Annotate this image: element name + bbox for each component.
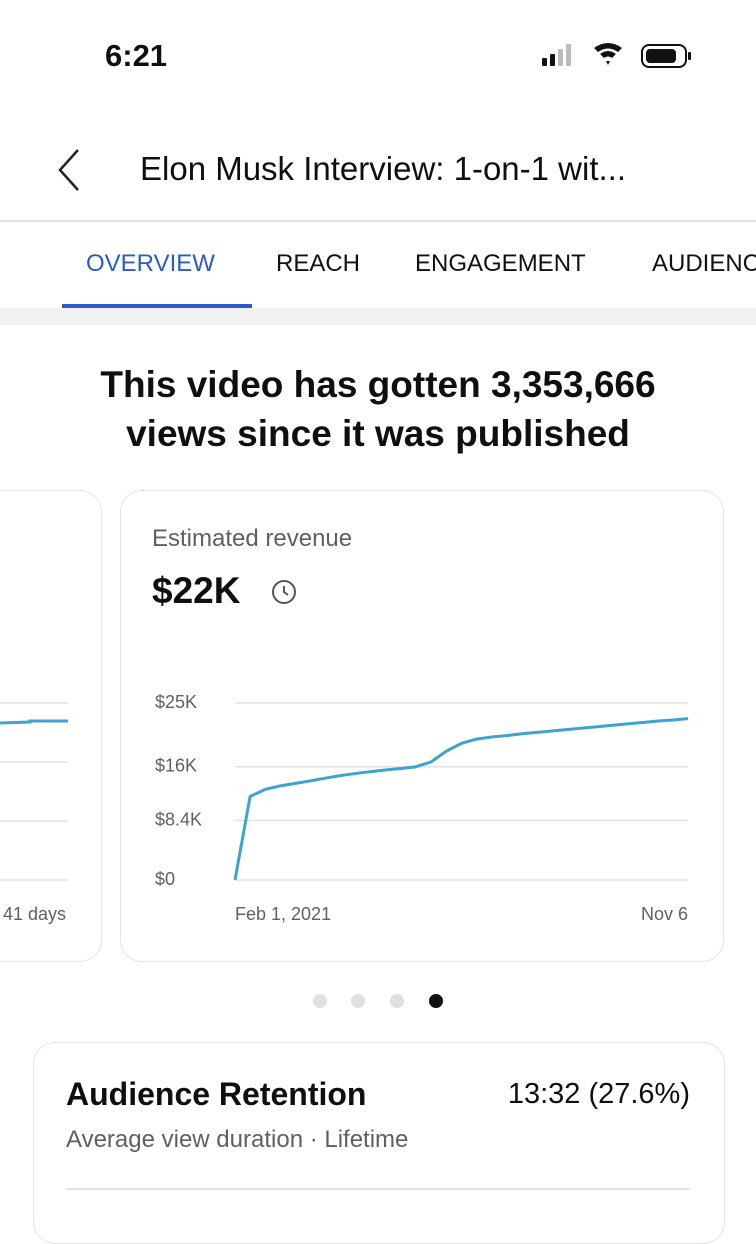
status-time: 6:21 bbox=[105, 38, 168, 73]
chart: 41 days $0 $8.4K $16K $25K Feb 1, 2021 Nov 6 bbox=[0, 692, 689, 1008]
card-value: 13:32 (27.6%) bbox=[507, 1078, 690, 1110]
card-subtitle: Average view duration · Lifetime bbox=[66, 1126, 409, 1153]
status-icons bbox=[542, 43, 691, 68]
revenue-card[interactable] bbox=[120, 490, 724, 962]
x-tick-label: 41 days bbox=[3, 904, 66, 924]
divider bbox=[66, 1188, 690, 1190]
tab-indicator bbox=[62, 304, 252, 308]
screen: 6:21 Elon Musk Interview: 1-on-1 wit... … bbox=[0, 38, 756, 1244]
y-tick-label: $0 bbox=[155, 869, 175, 889]
y-tick-label: $16K bbox=[155, 755, 197, 775]
x-tick-label: Feb 1, 2021 bbox=[235, 904, 331, 924]
card-title: Audience Retention bbox=[66, 1076, 367, 1112]
y-tick-label: $25K bbox=[155, 692, 197, 712]
pager-dot bbox=[351, 994, 365, 1008]
previous-chart bbox=[0, 702, 68, 881]
metric-value: $22K bbox=[152, 570, 241, 611]
tab-bar: OVERVIEW REACH ENGAGEMENT AUDIENCE bbox=[0, 222, 756, 308]
tab[interactable]: OVERVIEW bbox=[86, 250, 215, 277]
pager-dot bbox=[313, 994, 327, 1008]
tab[interactable]: AUDIENCE bbox=[652, 250, 756, 277]
headline-line: This video has gotten 3,353,666 bbox=[100, 364, 656, 405]
tab[interactable]: ENGAGEMENT bbox=[415, 250, 586, 277]
metric-label: Estimated revenue bbox=[152, 525, 353, 552]
previous-card[interactable] bbox=[0, 490, 102, 962]
y-tick-label: $8.4K bbox=[155, 809, 202, 829]
back-button[interactable] bbox=[50, 145, 90, 195]
x-tick-label: Nov 6 bbox=[641, 904, 688, 924]
revenue-line bbox=[233, 717, 689, 881]
headline: This video has gotten 3,353,666 views si… bbox=[0, 360, 756, 458]
divider bbox=[0, 220, 756, 222]
video-title: Elon Musk Interview: 1-on-1 wit... bbox=[140, 150, 627, 187]
pager-dot bbox=[390, 994, 404, 1008]
clock-icon[interactable] bbox=[270, 578, 298, 606]
separator bbox=[0, 308, 756, 325]
pager-dot bbox=[429, 994, 443, 1008]
tab[interactable]: REACH bbox=[276, 250, 361, 277]
headline-line: views since it was published bbox=[126, 413, 630, 454]
